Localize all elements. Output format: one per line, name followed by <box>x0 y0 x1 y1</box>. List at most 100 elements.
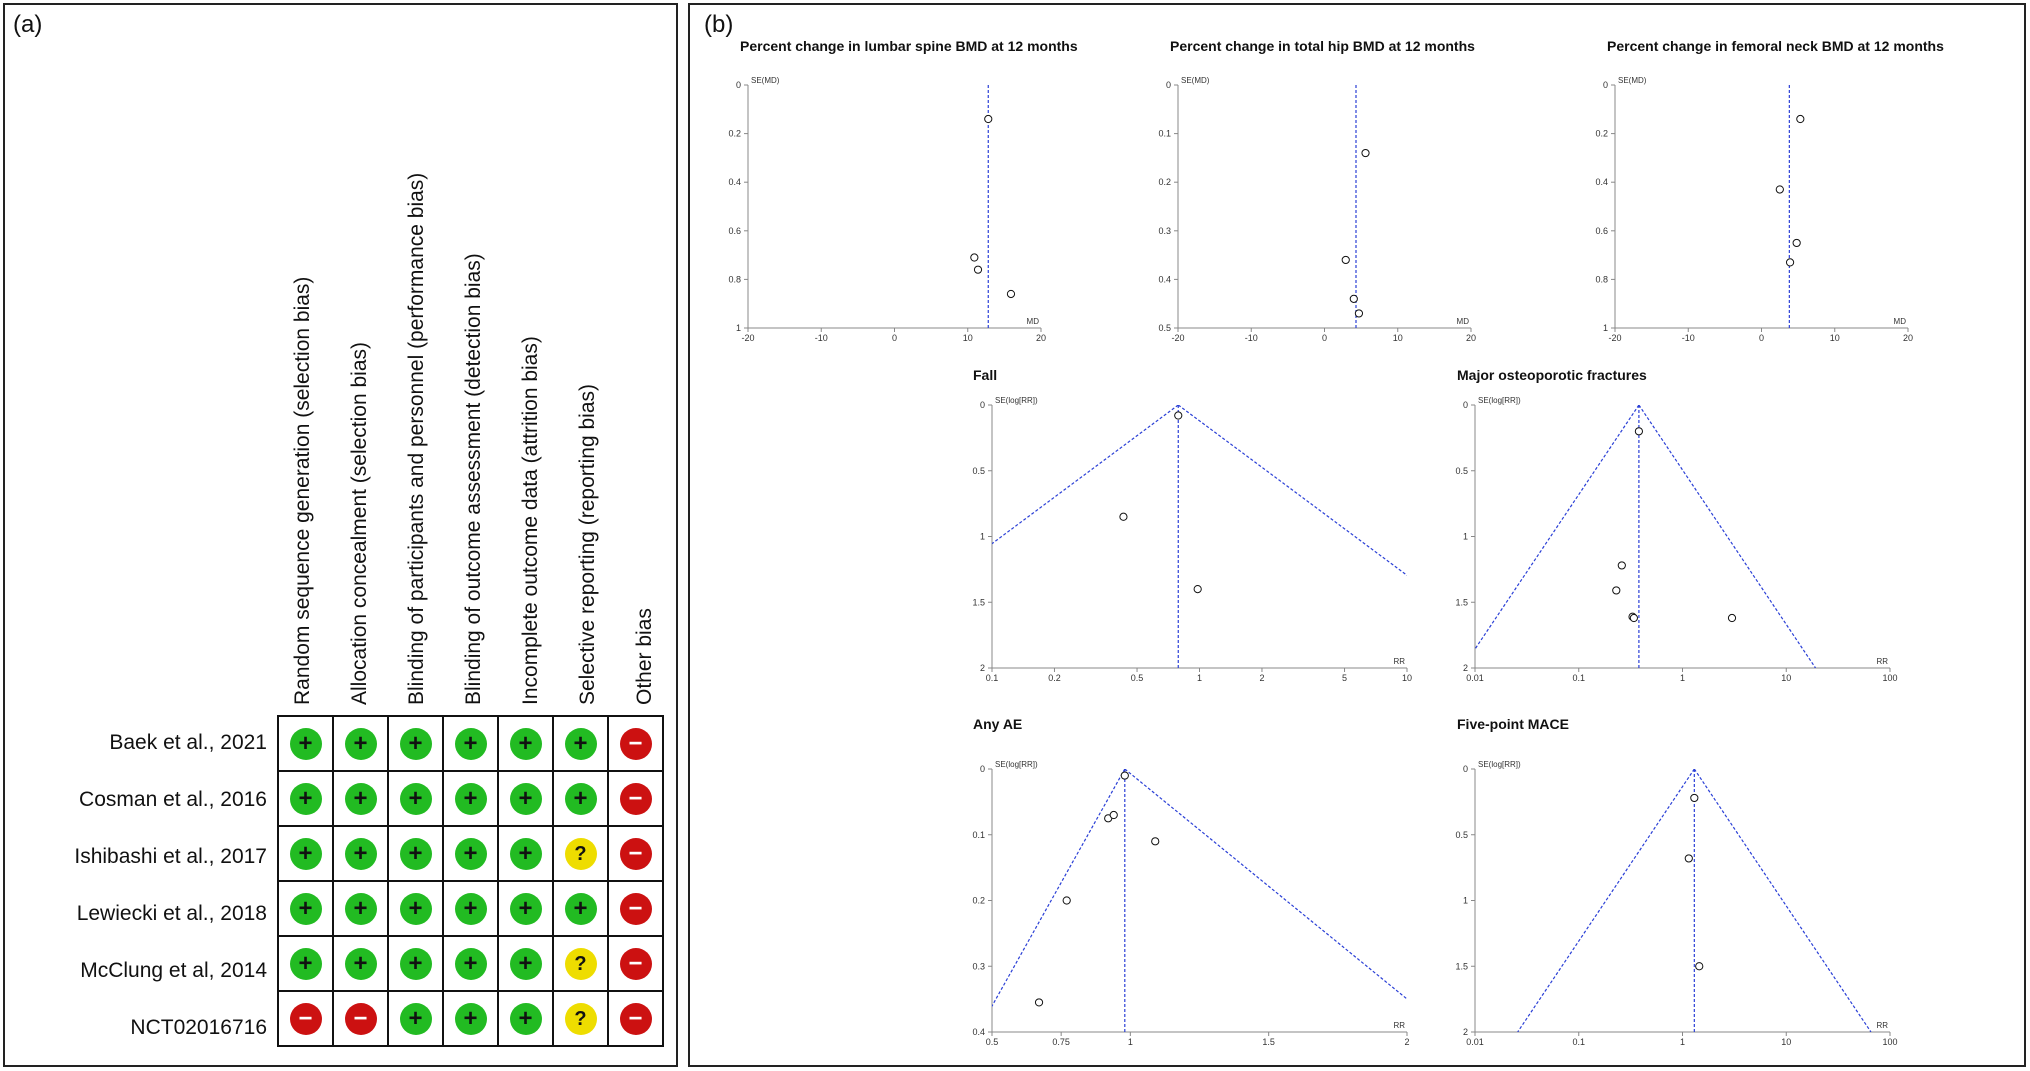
funnel-right-limit <box>1124 769 1407 1000</box>
low-risk-icon: + <box>344 727 377 760</box>
unclear-risk-icon: ? <box>564 1002 597 1035</box>
table-row: + + + + +? − <box>277 825 664 882</box>
low-risk-icon: + <box>509 727 542 760</box>
study-point <box>1349 294 1358 303</box>
plot-title: Major osteoporotic fractures <box>1457 367 1647 383</box>
bias-domain-label: Incomplete outcome data (attrition bias) <box>519 336 542 705</box>
rating-cell: − <box>607 935 664 992</box>
bias-domain-label: Blinding of outcome assessment (detectio… <box>462 253 485 705</box>
low-risk-icon: + <box>564 892 597 925</box>
funnel-right-limit <box>1638 405 1817 668</box>
low-risk-icon: + <box>289 947 322 980</box>
low-risk-icon: + <box>454 837 487 870</box>
funnel-plot: Percent change in lumbar spine BMD at 12… <box>728 38 1077 343</box>
x-axis-label: MD <box>1457 317 1470 326</box>
bias-domain-header: Incomplete outcome data (attrition bias) <box>519 336 544 705</box>
x-tick-label: 10 <box>1393 333 1403 343</box>
study-point <box>1174 411 1183 420</box>
rating-cell: + <box>387 880 444 937</box>
low-risk-icon: + <box>509 892 542 925</box>
low-risk-icon: + <box>399 727 432 760</box>
study-point <box>1785 258 1795 267</box>
y-tick-label: 1 <box>1463 532 1468 542</box>
y-tick-label: 1 <box>736 323 741 333</box>
study-point <box>1006 289 1016 299</box>
rating-cell: ? <box>552 990 609 1047</box>
study-point <box>1062 896 1071 905</box>
y-tick-label: 0.4 <box>1158 274 1171 284</box>
study-point <box>1727 613 1737 623</box>
study-point <box>1034 998 1044 1007</box>
funnel-left-limit <box>1517 769 1695 1032</box>
rating-cell: + <box>332 825 389 882</box>
high-risk-icon: − <box>619 782 652 815</box>
rating-cell: + <box>552 880 609 937</box>
low-risk-icon: + <box>344 892 377 925</box>
rating-cell: − <box>332 990 389 1047</box>
study-point <box>1629 613 1638 623</box>
study-point <box>1796 114 1805 124</box>
low-risk-icon: + <box>344 782 377 815</box>
x-tick-label: 0.1 <box>1572 673 1585 683</box>
plot-title: Five-point MACE <box>1457 716 1569 732</box>
rating-cell: + <box>442 825 499 882</box>
y-tick-label: 0.5 <box>1455 830 1468 840</box>
x-tick-label: 20 <box>1466 333 1476 343</box>
y-tick-label: 0.2 <box>728 129 741 139</box>
y-tick-label: 0.2 <box>972 896 985 906</box>
high-risk-icon: − <box>289 1002 322 1035</box>
plot-title: Percent change in femoral neck BMD at 12… <box>1607 38 1944 54</box>
x-tick-label: 1 <box>1680 1037 1685 1047</box>
plot-title: Any AE <box>973 716 1022 732</box>
x-tick-label: 0.2 <box>1048 673 1061 683</box>
rating-cell: + <box>277 825 334 882</box>
rating-cell: + <box>332 935 389 992</box>
x-tick-label: 10 <box>1781 1037 1791 1047</box>
x-tick-label: 0.1 <box>986 673 999 683</box>
rating-cell: + <box>497 880 554 937</box>
x-tick-label: 100 <box>1882 1037 1897 1047</box>
study-name: NCT02016716 <box>130 1016 267 1039</box>
x-tick-label: -20 <box>1608 333 1621 343</box>
table-row: + + + + +? − <box>277 935 664 992</box>
y-tick-label: 0.5 <box>1455 466 1468 476</box>
risk-of-bias-panel: (a) Random sequence generation (selectio… <box>3 3 678 1067</box>
rating-cell: + <box>332 770 389 827</box>
study-point <box>970 253 979 262</box>
x-tick-label: 20 <box>1036 333 1046 343</box>
x-tick-label: 10 <box>1402 673 1412 683</box>
rating-cell: + <box>277 770 334 827</box>
rating-cell: + <box>497 825 554 882</box>
bias-domain-header: Selective reporting (reporting bias) <box>576 384 601 705</box>
y-tick-label: 0.3 <box>972 961 985 971</box>
y-tick-label: 0.3 <box>1158 226 1171 236</box>
study-point <box>1119 512 1128 521</box>
low-risk-icon: + <box>344 947 377 980</box>
rating-cell: + <box>442 990 499 1047</box>
low-risk-icon: + <box>454 782 487 815</box>
plot-title: Percent change in lumbar spine BMD at 12… <box>740 38 1078 54</box>
y-tick-label: 0 <box>1603 80 1608 90</box>
study-point <box>1634 427 1644 436</box>
funnel-limits <box>1475 405 1817 668</box>
study-point <box>1354 309 1364 318</box>
y-tick-label: 0 <box>1463 400 1468 410</box>
x-tick-label: 100 <box>1882 673 1897 683</box>
x-tick-label: 0.1 <box>1572 1037 1585 1047</box>
bias-domain-label: Allocation concealment (selection bias) <box>348 341 371 705</box>
study-point <box>1695 962 1704 971</box>
x-tick-label: 2 <box>1259 673 1264 683</box>
x-tick-label: 0.01 <box>1466 673 1484 683</box>
x-tick-label: -10 <box>1245 333 1258 343</box>
x-axis-label: RR <box>1876 657 1888 666</box>
x-tick-label: 1 <box>1197 673 1202 683</box>
low-risk-icon: + <box>399 782 432 815</box>
y-tick-label: 0.6 <box>1595 226 1608 236</box>
study-point <box>1361 148 1370 158</box>
low-risk-icon: + <box>564 782 597 815</box>
study-point <box>1792 238 1801 248</box>
y-tick-label: 0 <box>1463 764 1468 774</box>
table-row: + + + + + + − <box>277 770 664 827</box>
low-risk-icon: + <box>509 947 542 980</box>
